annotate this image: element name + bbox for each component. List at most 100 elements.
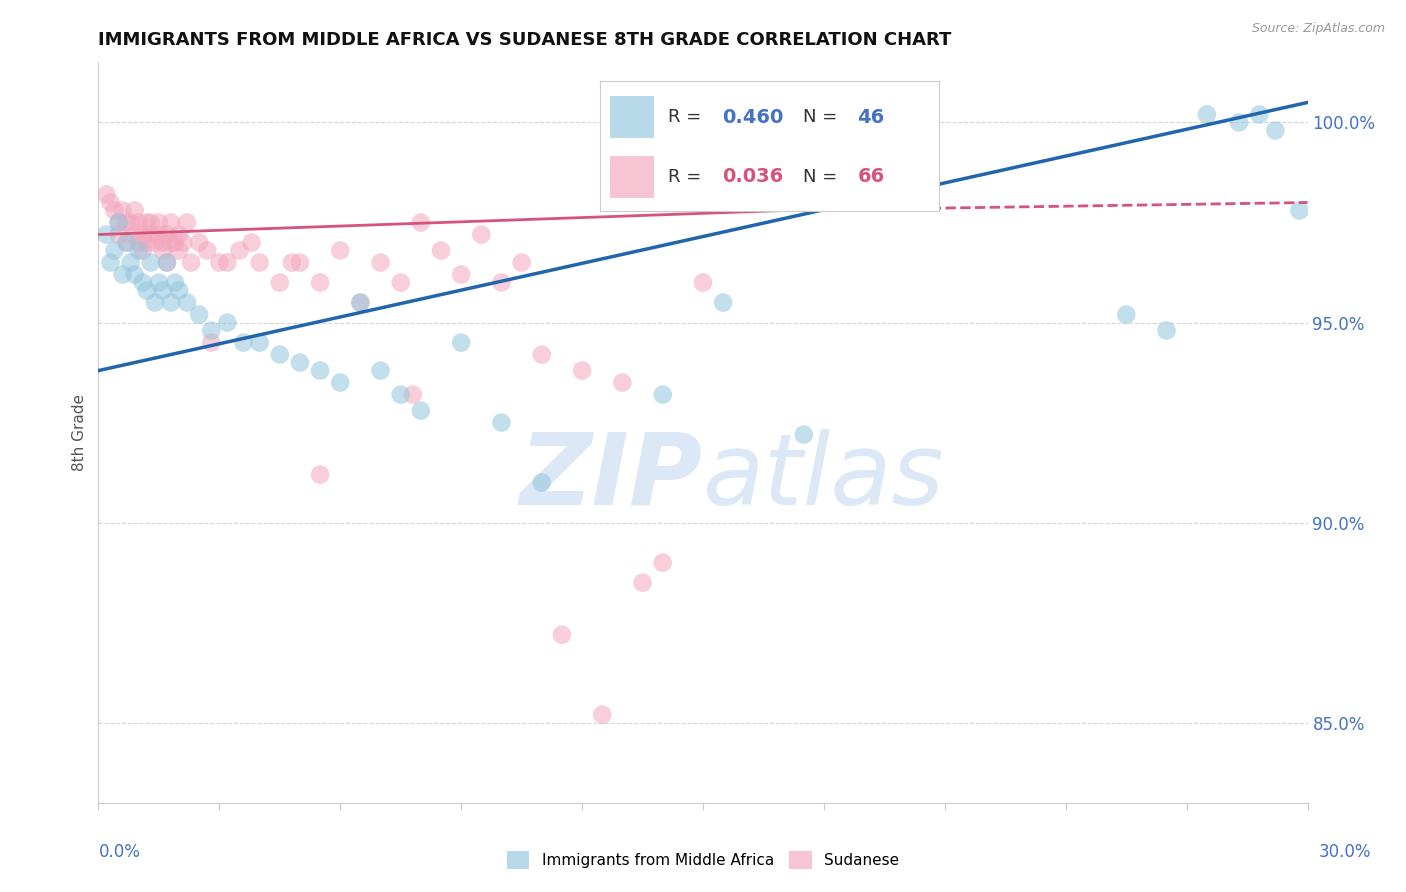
Point (1156, 324, 1178, 338)
Point (176, 295, 198, 310)
Point (249, 255, 271, 269)
Point (115, 235, 138, 250)
Point (156, 227, 179, 242)
Point (107, 215, 129, 229)
Point (152, 235, 174, 250)
Text: Source: ZipAtlas.com: Source: ZipAtlas.com (1251, 22, 1385, 36)
Point (1264, 123, 1286, 137)
Point (309, 467, 332, 482)
Point (692, 276, 714, 290)
Point (128, 215, 150, 229)
Point (409, 215, 432, 229)
Point (120, 215, 142, 229)
Point (163, 235, 186, 250)
Point (148, 215, 170, 229)
Point (430, 244, 453, 258)
Point (167, 284, 190, 298)
Point (530, 348, 553, 362)
Point (124, 268, 146, 282)
Point (128, 235, 150, 250)
Point (139, 255, 162, 269)
Text: ZIP: ZIP (520, 428, 703, 525)
Point (470, 227, 492, 242)
Point (370, 363, 392, 377)
Point (180, 255, 202, 269)
Point (100, 195, 122, 210)
Point (217, 316, 239, 330)
Point (156, 255, 179, 269)
Point (115, 215, 138, 229)
Point (188, 308, 211, 322)
Point (651, 556, 673, 570)
Point (329, 244, 352, 258)
Point (349, 295, 371, 310)
Point (132, 276, 155, 290)
Point (96, 187, 118, 202)
Text: atlas: atlas (703, 428, 945, 525)
Text: 30.0%: 30.0% (1319, 843, 1371, 861)
Point (450, 335, 472, 350)
Point (163, 276, 186, 290)
Point (111, 268, 134, 282)
Point (793, 427, 815, 442)
Point (240, 235, 263, 250)
Point (152, 244, 174, 258)
Point (491, 276, 513, 290)
Point (200, 335, 222, 350)
Point (389, 387, 412, 401)
Point (402, 387, 425, 401)
Point (156, 255, 179, 269)
Point (249, 335, 271, 350)
Point (551, 628, 574, 642)
Point (200, 324, 222, 338)
Point (188, 235, 211, 250)
Point (115, 235, 138, 250)
Point (128, 244, 150, 258)
Point (228, 244, 250, 258)
Point (370, 255, 392, 269)
Point (1288, 203, 1310, 218)
Point (389, 276, 412, 290)
Point (132, 244, 155, 258)
Point (510, 255, 533, 269)
Point (288, 355, 311, 369)
Point (281, 255, 304, 269)
Point (124, 203, 146, 218)
Point (217, 255, 239, 269)
Point (232, 335, 254, 350)
Point (530, 475, 553, 490)
Point (612, 376, 634, 390)
Point (132, 227, 155, 242)
Point (152, 284, 174, 298)
Point (309, 276, 332, 290)
Point (148, 276, 170, 290)
Point (120, 255, 142, 269)
Point (571, 363, 593, 377)
Point (591, 707, 613, 722)
Text: IMMIGRANTS FROM MIDDLE AFRICA VS SUDANESE 8TH GRADE CORRELATION CHART: IMMIGRANTS FROM MIDDLE AFRICA VS SUDANES… (98, 31, 952, 49)
Point (160, 235, 183, 250)
Point (711, 295, 734, 310)
Y-axis label: 8th Grade: 8th Grade (72, 394, 87, 471)
Point (309, 363, 332, 377)
Point (195, 244, 218, 258)
Point (160, 215, 183, 229)
Point (269, 276, 291, 290)
Point (167, 244, 190, 258)
Point (135, 235, 157, 250)
Point (329, 376, 352, 390)
Point (491, 416, 513, 430)
Point (208, 255, 231, 269)
Point (349, 295, 371, 310)
Point (135, 284, 157, 298)
Point (139, 227, 162, 242)
Text: 0.0%: 0.0% (98, 843, 141, 861)
Point (100, 255, 122, 269)
Point (160, 295, 183, 310)
Point (96, 227, 118, 242)
Point (1115, 308, 1137, 322)
Point (103, 203, 125, 218)
Point (172, 235, 194, 250)
Point (1227, 115, 1250, 129)
Point (139, 215, 162, 229)
